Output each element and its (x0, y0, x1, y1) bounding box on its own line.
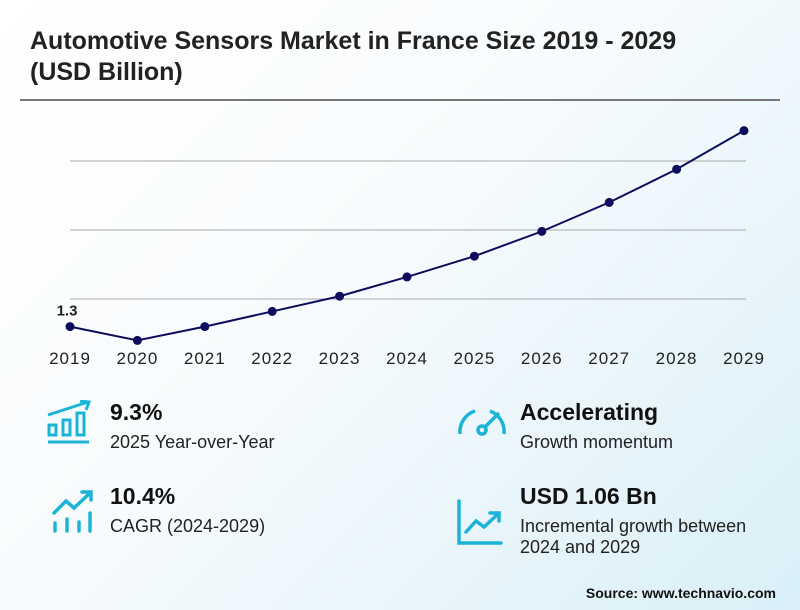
data-point (537, 226, 547, 236)
speedometer-icon (458, 409, 506, 436)
kpi-cagr: 10.4% CAGR (2024-2029) (110, 483, 265, 537)
kpi-incremental: USD 1.06 Bn Incremental growth between 20… (520, 483, 760, 558)
x-tick-label: 2021 (184, 349, 226, 368)
x-tick-label: 2023 (319, 349, 361, 368)
data-point (604, 197, 614, 207)
source-note: Source: www.technavio.com (585, 585, 776, 601)
x-tick-label: 2025 (453, 349, 495, 368)
x-tick-label: 2027 (588, 349, 630, 368)
page-title: Automotive Sensors Market in France Size… (30, 27, 677, 86)
x-tick-label: 2020 (116, 349, 158, 368)
kpi-label: 2025 Year-over-Year (110, 432, 275, 452)
data-point (335, 291, 345, 301)
series-line (69, 129, 745, 342)
line-chart: 2019 2020 2021 2022 2023 2024 2025 2026 2027 2028… (49, 126, 765, 368)
kpi-value: USD 1.06 Bn (520, 483, 657, 509)
data-point (132, 335, 142, 345)
x-tick-label: 2022 (251, 349, 293, 368)
kpi-yoy: 9.3% 2025 Year-over-Year (110, 399, 274, 453)
line-chart-up-icon (457, 499, 503, 545)
kpi-label: CAGR (2024-2029) (110, 516, 266, 536)
trend-up-bars-icon (52, 490, 93, 533)
data-point (672, 164, 682, 174)
data-point (469, 251, 479, 261)
x-tick-label: 2019 (49, 349, 91, 368)
data-label: 1.3 (57, 303, 78, 320)
x-tick-label: 2028 (656, 349, 698, 368)
kpi-value: 10.4% (110, 483, 176, 509)
kpi-value: 9.3% (110, 399, 163, 425)
kpi-label: Growth momentum (520, 432, 674, 452)
x-tick-label: 2026 (521, 349, 563, 368)
data-point (739, 126, 749, 136)
kpi-value: Accelerating (520, 399, 659, 425)
x-tick-label: 2029 (723, 349, 765, 368)
kpi-momentum: Accelerating Growth momentum (520, 399, 673, 453)
data-point (65, 322, 75, 332)
title-divider (20, 99, 780, 101)
data-point (402, 272, 412, 282)
kpi-label: Incremental growth between 2024 and 2029 (520, 516, 747, 557)
bar-chart-growth-icon (47, 400, 92, 444)
data-point (267, 306, 277, 316)
data-point (200, 322, 210, 332)
x-tick-label: 2024 (386, 349, 428, 368)
